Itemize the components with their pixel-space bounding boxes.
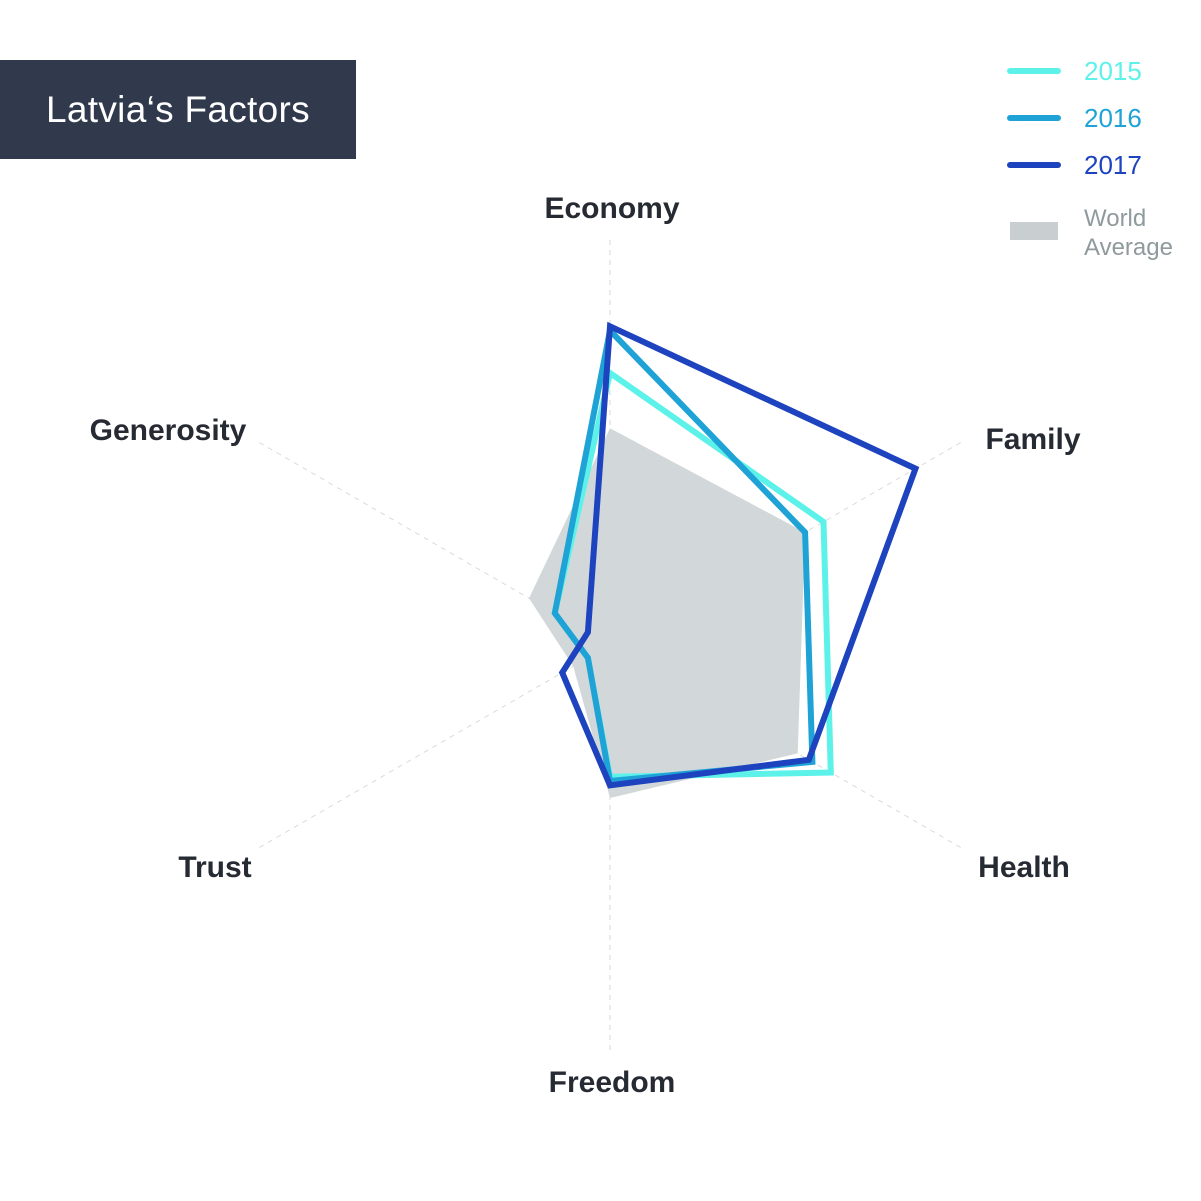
axis-label-family: Family <box>985 423 1080 456</box>
radar-lines <box>551 321 920 789</box>
spoke-generosity <box>256 440 611 646</box>
legend-label-world-average-line2: Average <box>1084 234 1173 261</box>
legend-label-2017: 2017 <box>1084 150 1142 180</box>
spoke-trust <box>256 644 611 850</box>
legend-label-2015: 2015 <box>1084 56 1142 86</box>
axis-label-generosity: Generosity <box>90 414 247 447</box>
legend-swatch-world-average <box>1010 222 1058 240</box>
legend-label-world-average: World <box>1084 205 1146 232</box>
axis-label-freedom: Freedom <box>549 1066 676 1099</box>
radar-axis-labels: Economy Family Health Freedom Trust Generosit… <box>90 192 1081 1099</box>
axis-label-trust: Trust <box>178 851 251 884</box>
axis-label-health: Health <box>978 851 1070 884</box>
chart-title: Latvia‘s Factors <box>0 60 356 159</box>
axis-label-economy: Economy <box>544 192 679 225</box>
legend-label-2016: 2016 <box>1084 103 1142 133</box>
series-2017-line <box>558 321 920 789</box>
